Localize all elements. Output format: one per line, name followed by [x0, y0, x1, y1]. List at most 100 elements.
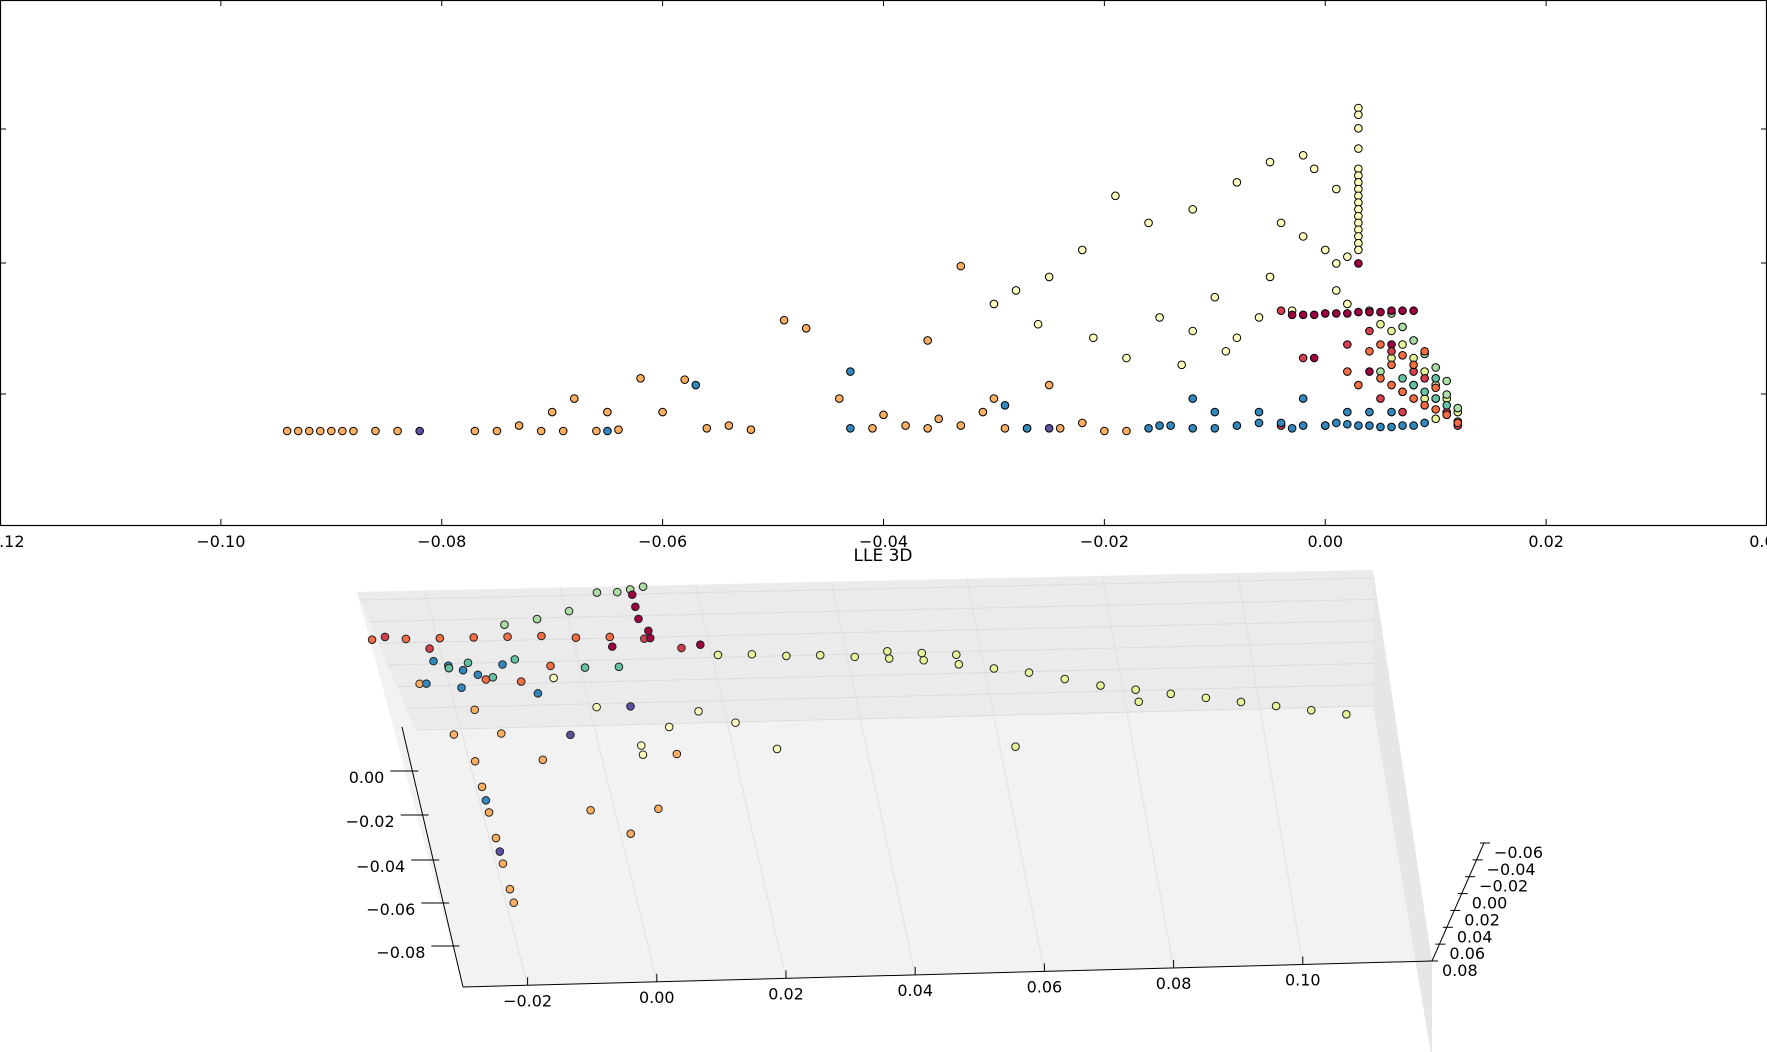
x-tick-label: 0.00 [1307, 532, 1343, 551]
scatter-point [1420, 387, 1429, 397]
scatter-point [1309, 353, 1319, 363]
grid-line [695, 584, 787, 979]
scatter-point [917, 648, 927, 658]
scatter-point [1398, 407, 1407, 417]
y-tick-label: 0.02 [1464, 910, 1500, 929]
scatter-point [1387, 380, 1396, 390]
scatter-point [1077, 418, 1087, 428]
scatter-point [801, 323, 811, 333]
scatter-point [495, 847, 505, 856]
scatter-point [1320, 245, 1330, 255]
scatter-point [401, 634, 411, 644]
scatter-point [1354, 123, 1363, 133]
scatter-point [1232, 421, 1242, 430]
scatter-point [724, 421, 734, 430]
scatter-point [923, 423, 932, 433]
x-tick-label: −0.12 [0, 532, 25, 551]
x-tick-label: −0.06 [638, 532, 687, 551]
scatter-point [1144, 218, 1153, 228]
scatter-point [1365, 307, 1374, 317]
scatter-point [1011, 286, 1021, 295]
scatter-point [1276, 418, 1286, 428]
x-tick-label: 0.06 [1027, 977, 1063, 996]
scatter-point [883, 647, 892, 656]
scatter-point [1096, 681, 1105, 690]
scatter-point [1343, 419, 1352, 429]
scatter-point [1044, 380, 1054, 390]
scatter-point [457, 683, 466, 693]
scatter-point [491, 833, 501, 843]
scatter-point [1155, 421, 1164, 430]
scatter-point [1000, 401, 1010, 410]
scatter-point [1343, 252, 1352, 261]
scatter-point [1343, 407, 1352, 417]
z-tick-label: −0.08 [376, 943, 425, 962]
scatter-point [1298, 310, 1308, 320]
scatter-point [626, 702, 635, 711]
side-pane [1373, 570, 1432, 1052]
scatter-point [1409, 394, 1418, 403]
scatter-point [1089, 333, 1098, 343]
scatter-point [1420, 346, 1429, 356]
scatter-point [1409, 380, 1418, 390]
scatter-point [470, 426, 480, 436]
scatter-point [934, 414, 944, 424]
scatter-point [612, 587, 622, 597]
scatter-point [1166, 689, 1176, 699]
scatter-point [603, 407, 612, 417]
scatter-point [626, 829, 636, 838]
x-tick-label: −0.10 [196, 532, 245, 551]
scatter-point [1442, 390, 1452, 399]
scatter-point [1354, 259, 1363, 268]
scatter-point [605, 632, 615, 642]
scatter-point [1177, 360, 1186, 370]
scatter-point [1398, 351, 1407, 360]
scatter-point [846, 367, 855, 376]
scatter-point [636, 741, 646, 750]
grid-line [405, 684, 1374, 709]
scatter-point [631, 602, 640, 612]
scatter-series [415, 679, 682, 908]
scatter-point [1398, 373, 1407, 383]
scatter-point [536, 426, 546, 436]
grid-line [424, 590, 529, 986]
scatter-point [371, 426, 380, 436]
scatter-point [592, 702, 601, 712]
scatter-point [1122, 353, 1131, 363]
y-tick-label: 0.06 [1449, 944, 1485, 963]
scatter-point [1254, 407, 1264, 417]
scatter-point [533, 689, 543, 698]
scatter-point [1188, 205, 1198, 214]
scatter-point [481, 675, 491, 684]
scatter-point [1331, 309, 1341, 318]
scatter-point [547, 407, 557, 417]
scatter-point [505, 884, 515, 894]
scatter-point [564, 606, 574, 616]
scatter-point [1331, 184, 1341, 194]
scatter-point [1306, 705, 1316, 715]
scatter-point [1100, 426, 1109, 436]
scatter-point [1354, 421, 1363, 430]
scatter-point [1442, 401, 1452, 410]
scatter-point [338, 426, 347, 436]
scatter-point [1265, 272, 1275, 282]
z-tick-label: −0.04 [356, 857, 405, 876]
x-tick-label: 0.02 [1528, 532, 1564, 551]
x-tick-label: 0.10 [1285, 970, 1321, 989]
scatter-point [1354, 144, 1363, 153]
scatter-point [1188, 394, 1198, 403]
scatter-point [1431, 383, 1440, 393]
scatter-point [1376, 394, 1385, 403]
scatter-point [569, 394, 579, 403]
scatter-point [293, 426, 303, 436]
scatter-point [586, 805, 595, 815]
scatter-point [1376, 307, 1385, 317]
scatter-point [349, 426, 358, 436]
scatter-point [634, 614, 643, 624]
y-tick-label: −0.04 [1487, 860, 1536, 879]
scatter-point [614, 425, 623, 434]
lle-2d-scatter-chart: −0.12 −0.10 −0.08 −0.06 −0.04 −0.02 0.00 0.02 0.… [0, 0, 1767, 551]
scatter-point [1166, 421, 1175, 430]
scatter-point [1442, 376, 1452, 386]
scatter-point [644, 626, 653, 636]
